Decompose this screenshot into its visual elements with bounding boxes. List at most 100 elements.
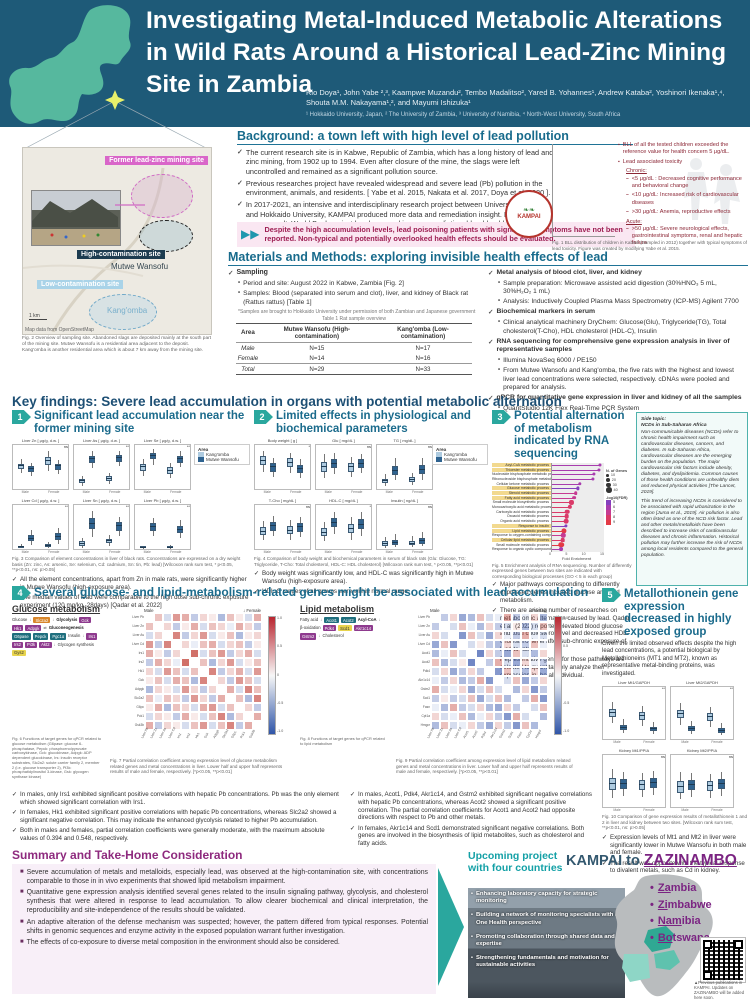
- heatmap-cell: [244, 631, 253, 640]
- fdr-swatch-icon: [606, 519, 611, 525]
- colorbar-tick: 0: [563, 672, 565, 677]
- enrichment-row: Organic acid metabolic process: [492, 518, 604, 524]
- heatmap-cell: [494, 640, 503, 649]
- heatmap-cell: [503, 631, 512, 640]
- heatmap-cell: [181, 667, 190, 676]
- fig2-caption: Fig. 2 Overview of sampling site. Abando…: [22, 336, 212, 353]
- legend-size-item: 40: [606, 487, 632, 493]
- fig1-notes: ▪ BLL of all the tested children exceeded…: [618, 142, 748, 250]
- bullet-icon: •: [471, 891, 473, 897]
- finding3-title: Potential alternation of metabolism indi…: [514, 410, 625, 460]
- data-dot: [598, 463, 602, 467]
- boxplot-panel: Kidney Mt2/PPIA ns Male Female: [670, 748, 734, 812]
- median-line: [105, 477, 112, 479]
- heatmap-cell: [244, 649, 253, 658]
- heatmap-cell: [253, 613, 262, 622]
- x-axis-labels: Male Female: [263, 490, 302, 495]
- box: [706, 713, 714, 722]
- heatmap-cell: [530, 631, 539, 640]
- row-label: Gsk3b: [134, 723, 144, 727]
- median-line: [706, 785, 714, 787]
- zambia-map-silhouette: [9, 5, 131, 124]
- heatmap-cell: [235, 640, 244, 649]
- size-dot-icon: [606, 482, 611, 488]
- heatmap-cell: [512, 631, 521, 640]
- low-cont-ellipse: [89, 294, 157, 330]
- lipid-metabolism-block: Lipid metabolism Fatty acid ↓ Acot1 Acot2 Ac…: [300, 604, 388, 747]
- fig6-pathway-diagram: Glucose ↓ Slc2a2 ↓ Glycolysis Gck Hk1 Adpgk ⇄ Glu…: [12, 617, 100, 735]
- bullet-item: • Building a network of monitoring specia…: [471, 912, 619, 926]
- heatmap-cell: [494, 649, 503, 658]
- kampai-logo-leaf: ❧❧: [523, 207, 535, 215]
- bullet-item: ✓ qPCR for quantitative gene expression i…: [488, 393, 742, 402]
- heatmap-cell: [503, 658, 512, 667]
- heatmap-cell: [226, 703, 235, 712]
- colorbar-tick: -0.5: [563, 700, 570, 705]
- heatmap-cell: [431, 649, 440, 658]
- enrichment-track: [551, 500, 604, 505]
- bullet-item: ✓ Body weight was significantly low, and …: [254, 570, 474, 586]
- median-line: [44, 544, 51, 546]
- heatmap-cell: [244, 685, 253, 694]
- heatmap-cell: [190, 712, 199, 721]
- heatmap-cell: [226, 622, 235, 631]
- heatmap-cell: [208, 703, 217, 712]
- stem-line: [552, 516, 567, 518]
- heatmap-cell: [449, 613, 458, 622]
- fig6-caption: Fig. 6 Functions of target genes for qPC…: [12, 736, 102, 780]
- box: [638, 712, 646, 721]
- check-icon: ✓: [492, 608, 498, 615]
- heatmap-cell: [521, 721, 530, 730]
- legend-size-title: N. of Genes: [606, 468, 628, 473]
- heatmap-cell: [172, 694, 181, 703]
- heatmap-cell: [199, 640, 208, 649]
- heatmap-cell: [163, 721, 172, 730]
- heatmap-cell: [172, 667, 181, 676]
- enrichment-track: [551, 518, 604, 524]
- x-axis-labels: Male Female: [613, 808, 655, 813]
- heatmap-cell: [154, 622, 163, 631]
- bullet-item: – <5 μg/dL : Decreased cognitive performa…: [626, 175, 742, 189]
- heatmap-cell: [253, 631, 262, 640]
- heatmap-cell: [217, 721, 226, 730]
- row-label: Gck: [138, 678, 144, 682]
- enrichment-track: [551, 514, 604, 519]
- median-line: [296, 468, 303, 470]
- area-legend: Area Kang'omba Mutwe Wansofu: [432, 444, 488, 466]
- median-line: [54, 465, 61, 467]
- authors: Rio Doya¹, John Yabe ²,³, Kaampwe Muzand…: [306, 88, 725, 108]
- panel-title: T-Cho [ mg/dL ]: [268, 498, 297, 504]
- heatmap-cell: [253, 658, 262, 667]
- heatmap-cell: [449, 676, 458, 685]
- legend-swatch-high: [436, 457, 442, 463]
- heatmap-cell: [181, 703, 190, 712]
- median-line: [392, 469, 399, 471]
- enrichment-row: Response to insulin: [492, 523, 604, 529]
- median-line: [357, 523, 364, 525]
- heatmap-cell: [145, 631, 154, 640]
- key-findings-heading: Key findings: Severe lead accumulation i…: [12, 394, 562, 409]
- heatmap-cell: [476, 631, 485, 640]
- pathway-label: Monocarboxylic acid metabolic process: [492, 505, 551, 510]
- box: [28, 466, 35, 472]
- heatmap-cell: [530, 712, 539, 721]
- enrichment-track: [551, 462, 604, 468]
- heatmap-cell: [235, 694, 244, 703]
- heatmap-cell: [521, 622, 530, 631]
- arrow-icon: ↓: [320, 617, 323, 622]
- heatmap-cell: [217, 640, 226, 649]
- pathway-label: Response to insulin: [492, 523, 551, 528]
- heatmap-cell: [190, 694, 199, 703]
- arrow-icon: ↓: [29, 617, 32, 622]
- heatmap-cell: [440, 721, 449, 730]
- plot-area: [254, 504, 311, 551]
- plot-area: [376, 444, 433, 491]
- colorbar-tick: 1.0: [563, 616, 568, 620]
- bullet-item: ✓ Biochemical markers in serum: [488, 308, 596, 317]
- x-axis-labels: Male Female: [385, 550, 424, 555]
- female-label: ↓ Female: [528, 608, 547, 613]
- gene-chip: Acot2: [340, 617, 356, 624]
- panel-title: Liver Zn [ μg/g, d.w. ]: [21, 438, 60, 444]
- heatmap-cell: [199, 658, 208, 667]
- median-line: [717, 783, 725, 785]
